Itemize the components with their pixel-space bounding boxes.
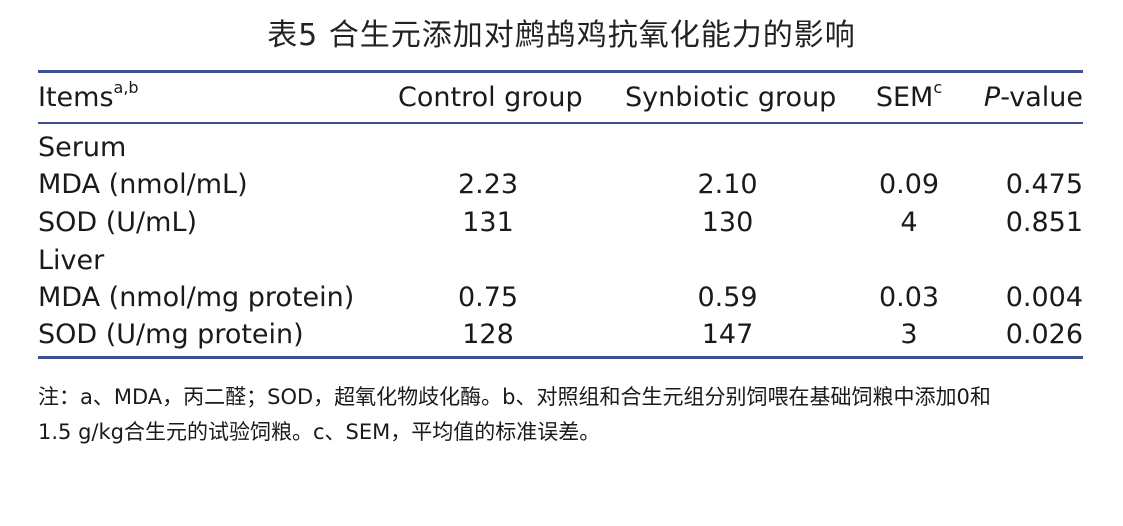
table-bottom-rule (38, 356, 1083, 359)
cell-sem: 4 (900, 207, 918, 238)
header-items: Itemsa,b (38, 80, 139, 116)
row-label: MDA (nmol/mg protein) (38, 282, 355, 313)
section-label-liver: Liver (38, 245, 105, 276)
table-footnote: 注：a、MDA，丙二醛；SOD，超氧化物歧化酶。b、对照组和合生元组分别饲喂在基… (38, 380, 1088, 450)
cell-synbiotic: 147 (701, 319, 754, 350)
cell-synbiotic: 0.59 (697, 282, 758, 313)
cell-synbiotic: 2.10 (697, 169, 758, 200)
section-label-serum: Serum (38, 132, 127, 163)
header-items-label: Items (38, 82, 114, 113)
cell-control: 131 (462, 207, 514, 238)
cell-control: 0.75 (457, 282, 519, 313)
header-synbiotic-group: Synbiotic group (625, 82, 837, 113)
header-sem: SEMc (868, 80, 950, 116)
cell-control: 2.23 (457, 169, 519, 200)
header-sem-superscript: c (933, 78, 943, 97)
cell-sem: 0.03 (878, 282, 940, 313)
header-items-superscript: a,b (113, 78, 139, 97)
cell-control: 128 (462, 319, 514, 350)
cell-p-value: 0.851 (1005, 207, 1083, 238)
header-control-group: Control group (398, 82, 583, 113)
cell-p-value: 0.026 (1005, 319, 1083, 350)
cell-sem: 3 (900, 319, 918, 350)
row-label: SOD (U/mL) (38, 207, 198, 238)
table-header-rule (38, 122, 1083, 124)
cell-p-value: 0.475 (1005, 169, 1083, 200)
row-label: SOD (U/mg protein) (38, 319, 304, 350)
footnote-line-2: 1.5 g/kg合生元的试验饲粮。c、SEM，平均值的标准误差。 (38, 420, 601, 444)
cell-synbiotic: 130 (701, 207, 754, 238)
header-p-value: P-value (976, 80, 1083, 116)
header-sem-label: SEM (875, 82, 934, 113)
cell-sem: 0.09 (878, 169, 940, 200)
header-p-rest: -value (1000, 82, 1083, 113)
row-label: MDA (nmol/mL) (38, 169, 248, 200)
cell-p-value: 0.004 (1005, 282, 1083, 313)
header-p-italic: P (983, 82, 1001, 113)
footnote-line-1: 注：a、MDA，丙二醛；SOD，超氧化物歧化酶。b、对照组和合生元组分别饲喂在基… (38, 385, 991, 409)
table-top-rule (38, 70, 1083, 73)
table-title: 表5 合生元添加对鹧鸪鸡抗氧化能力的影响 (267, 18, 856, 53)
